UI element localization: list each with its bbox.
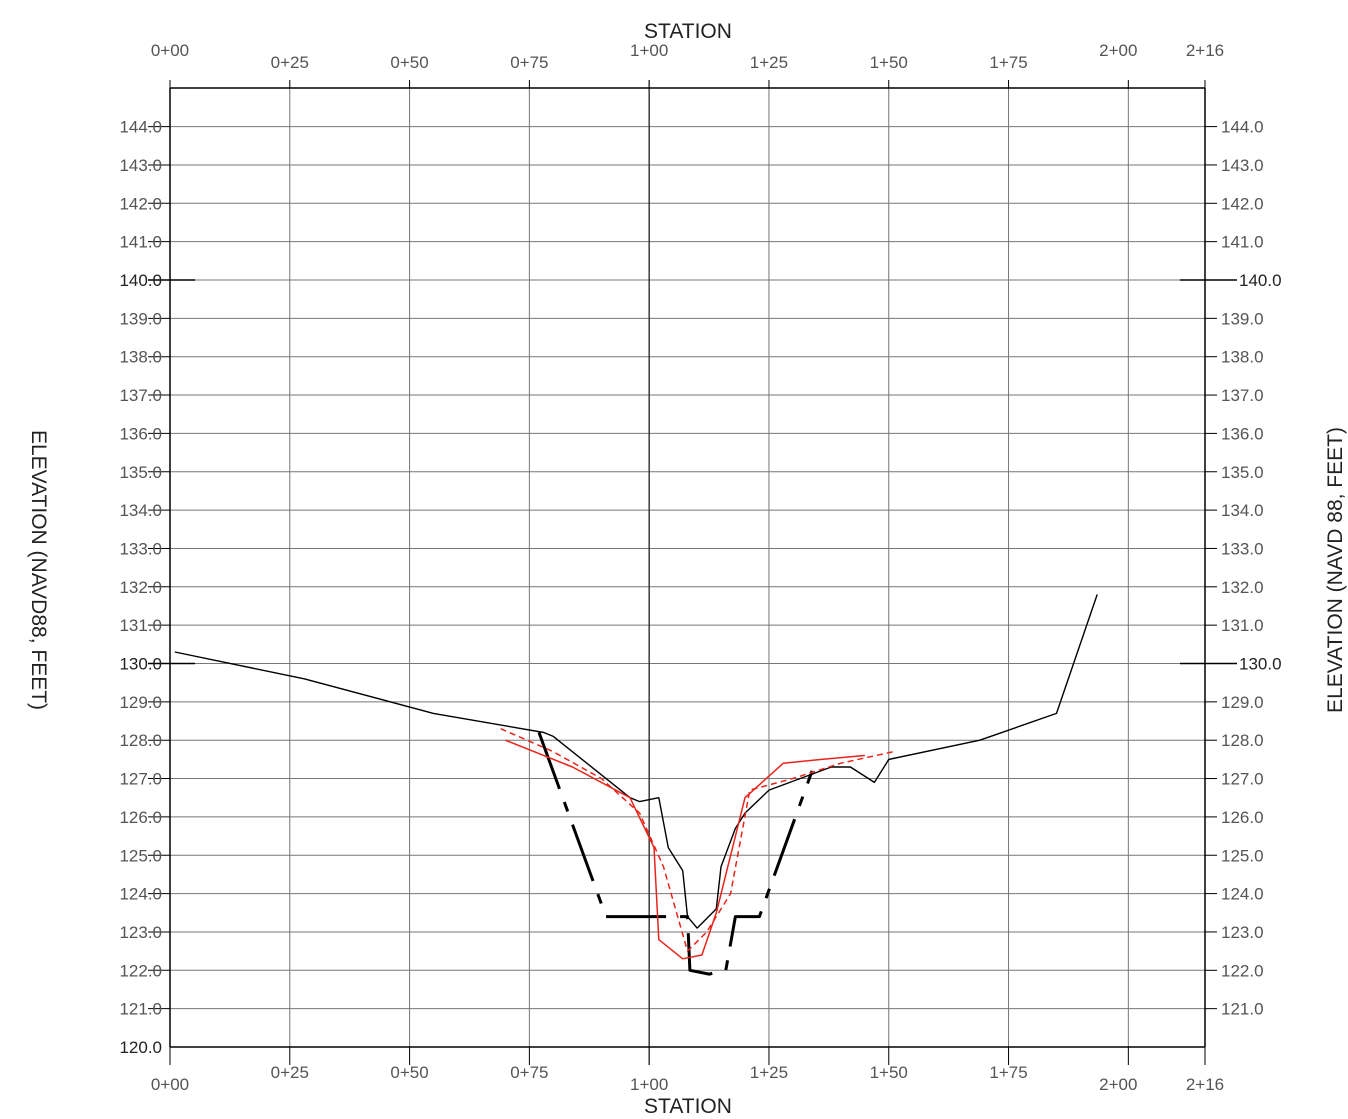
y-tick-label-right: 127.0 bbox=[1221, 770, 1264, 789]
y-tick-label-right: 123.0 bbox=[1221, 923, 1264, 942]
y-tick-label-right: 132.0 bbox=[1221, 578, 1264, 597]
series-line-1 bbox=[174, 594, 1098, 929]
x-tick-label-bottom: 0+75 bbox=[510, 1063, 548, 1082]
x-tick-label-bottom: 2+00 bbox=[1099, 1075, 1137, 1094]
y-tick-label-left: 144.0 bbox=[119, 118, 162, 137]
x-tick-label-top: 2+00 bbox=[1099, 41, 1137, 60]
y-tick-label-right: 142.0 bbox=[1221, 194, 1264, 213]
y-axis-title-right: ELEVATION (NAVD 88, FEET) bbox=[1324, 427, 1347, 713]
y-tick-label-right: 131.0 bbox=[1221, 616, 1264, 635]
y-tick-label-left: 143.0 bbox=[119, 156, 162, 175]
x-tick-label-top: 1+25 bbox=[750, 53, 788, 72]
profile-series bbox=[174, 594, 1098, 976]
y-tick-label-right: 128.0 bbox=[1221, 731, 1264, 750]
y-axis-title-left: ELEVATION (NAVD88, FEET) bbox=[27, 430, 50, 710]
y-tick-label-left: 124.0 bbox=[119, 885, 162, 904]
x-tick-label-bottom: 0+00 bbox=[151, 1075, 189, 1094]
y-tick-label-left: 130.0 bbox=[119, 655, 162, 674]
y-tick-label-right: 129.0 bbox=[1221, 693, 1264, 712]
x-tick-label-top: 1+75 bbox=[989, 53, 1027, 72]
x-axis-title-top: STATION bbox=[644, 20, 732, 43]
y-tick-label-left: 137.0 bbox=[119, 386, 162, 405]
x-tick-label-bottom: 1+50 bbox=[870, 1063, 908, 1082]
y-tick-label-left: 125.0 bbox=[119, 846, 162, 865]
series-line-2 bbox=[537, 731, 814, 976]
y-tick-label-right: 125.0 bbox=[1221, 846, 1264, 865]
y-tick-label-left: 138.0 bbox=[119, 348, 162, 367]
y-tick-label-right: 126.0 bbox=[1221, 808, 1264, 827]
y-tick-label-right: 139.0 bbox=[1221, 309, 1264, 328]
y-tick-label-left: 129.0 bbox=[119, 693, 162, 712]
x-tick-label-top: 0+50 bbox=[390, 53, 428, 72]
x-tick-label-bottom: 0+25 bbox=[271, 1063, 309, 1082]
y-tick-label-left: 133.0 bbox=[119, 539, 162, 558]
y-tick-label-left: 122.0 bbox=[119, 961, 162, 980]
grid-lines bbox=[148, 80, 1237, 1065]
series-line-4 bbox=[500, 728, 894, 952]
x-tick-label-bottom: 1+75 bbox=[989, 1063, 1027, 1082]
y-tick-label-right: 137.0 bbox=[1221, 386, 1264, 405]
x-tick-label-top: 2+16 bbox=[1186, 41, 1224, 60]
y-tick-label-left: 120.0 bbox=[119, 1038, 162, 1057]
y-tick-label-right: 121.0 bbox=[1221, 1000, 1264, 1019]
y-tick-label-left: 127.0 bbox=[119, 770, 162, 789]
y-tick-label-left: 140.0 bbox=[119, 271, 162, 290]
x-tick-label-top: 0+25 bbox=[271, 53, 309, 72]
y-tick-label-left: 131.0 bbox=[119, 616, 162, 635]
x-tick-label-bottom: 2+16 bbox=[1186, 1075, 1224, 1094]
series-line-3 bbox=[505, 739, 865, 960]
y-tick-label-right: 135.0 bbox=[1221, 463, 1264, 482]
plot-frame bbox=[169, 87, 1206, 1048]
tick-labels: 120.0 121.0 122.0 123.0 124.0 125.0 126.0 127.0… bbox=[119, 41, 1281, 1094]
y-tick-label-right: 136.0 bbox=[1221, 424, 1264, 443]
y-tick-label-right: 141.0 bbox=[1221, 233, 1264, 252]
x-tick-label-top: 0+75 bbox=[510, 53, 548, 72]
y-tick-label-left: 128.0 bbox=[119, 731, 162, 750]
x-axis-title-bottom: STATION bbox=[644, 1095, 732, 1118]
x-tick-label-bottom: 0+50 bbox=[390, 1063, 428, 1082]
y-tick-label-right: 138.0 bbox=[1221, 348, 1264, 367]
y-tick-label-right: 143.0 bbox=[1221, 156, 1264, 175]
y-tick-label-left: 121.0 bbox=[119, 1000, 162, 1019]
y-tick-label-right: 133.0 bbox=[1221, 539, 1264, 558]
x-tick-label-bottom: 1+25 bbox=[750, 1063, 788, 1082]
y-tick-label-left: 126.0 bbox=[119, 808, 162, 827]
y-tick-label-right: 130.0 bbox=[1239, 655, 1282, 674]
x-tick-label-bottom: 1+00 bbox=[630, 1075, 668, 1094]
y-tick-label-left: 123.0 bbox=[119, 923, 162, 942]
y-tick-label-left: 132.0 bbox=[119, 578, 162, 597]
y-tick-label-right: 124.0 bbox=[1221, 885, 1264, 904]
y-tick-label-right: 140.0 bbox=[1239, 271, 1282, 290]
x-tick-label-top: 0+00 bbox=[151, 41, 189, 60]
y-tick-label-right: 134.0 bbox=[1221, 501, 1264, 520]
y-tick-label-left: 139.0 bbox=[119, 309, 162, 328]
y-tick-label-left: 136.0 bbox=[119, 424, 162, 443]
y-tick-label-left: 142.0 bbox=[119, 194, 162, 213]
y-tick-label-right: 144.0 bbox=[1221, 118, 1264, 137]
x-tick-label-top: 1+50 bbox=[870, 53, 908, 72]
y-tick-label-left: 134.0 bbox=[119, 501, 162, 520]
y-tick-label-left: 135.0 bbox=[119, 463, 162, 482]
y-tick-label-right: 122.0 bbox=[1221, 961, 1264, 980]
x-tick-label-top: 1+00 bbox=[630, 41, 668, 60]
y-tick-label-left: 141.0 bbox=[119, 233, 162, 252]
